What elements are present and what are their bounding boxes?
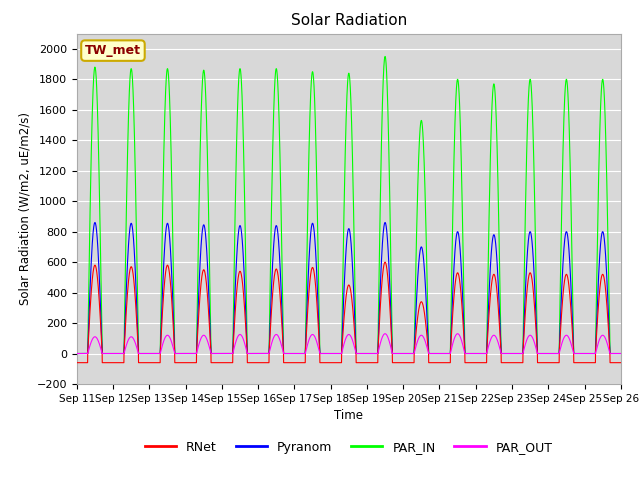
Text: TW_met: TW_met	[85, 44, 141, 57]
Title: Solar Radiation: Solar Radiation	[291, 13, 407, 28]
X-axis label: Time: Time	[334, 409, 364, 422]
Legend: RNet, Pyranom, PAR_IN, PAR_OUT: RNet, Pyranom, PAR_IN, PAR_OUT	[140, 436, 557, 459]
Y-axis label: Solar Radiation (W/m2, uE/m2/s): Solar Radiation (W/m2, uE/m2/s)	[18, 112, 31, 305]
